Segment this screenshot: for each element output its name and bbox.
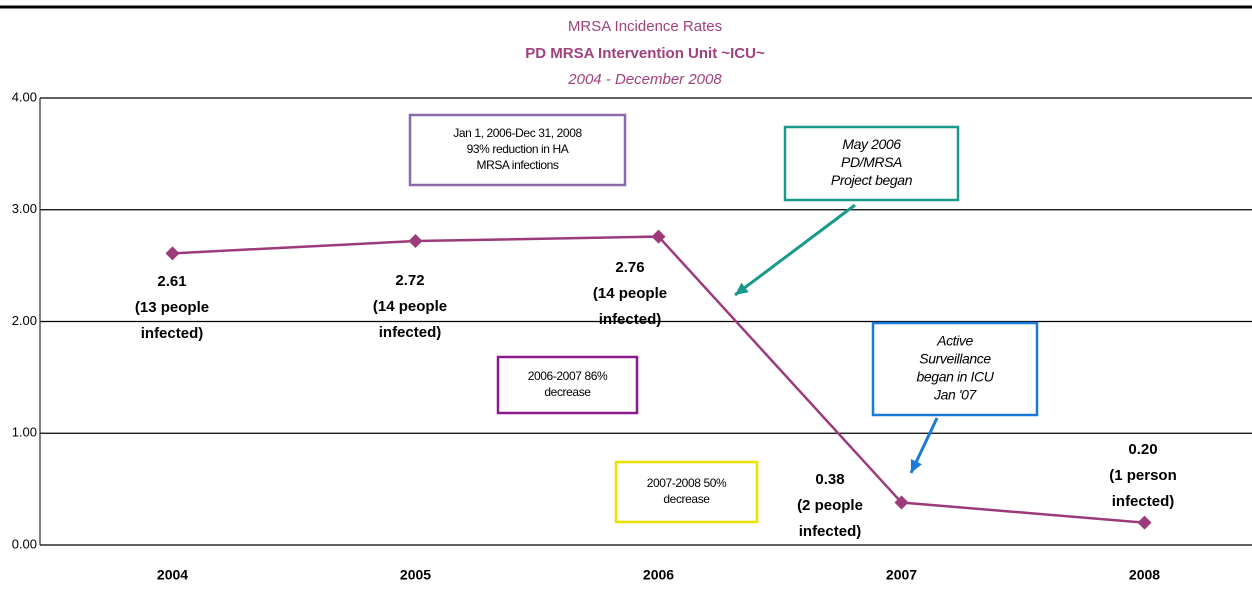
annotation-box (783, 125, 960, 202)
annotation-text: PD/MRSA (841, 154, 902, 170)
arrow-shaft (734, 203, 856, 297)
annotation-text: decrease (663, 492, 710, 506)
annotation-text: Surveillance (919, 351, 991, 367)
annotation-text: May 2006 (842, 136, 901, 152)
point-note: (2 people (797, 497, 863, 514)
annotation-text: Active (936, 333, 973, 349)
point-note: infected) (141, 325, 204, 342)
arrow-head (735, 282, 749, 295)
y-tick-label: 1.00 (12, 425, 37, 440)
y-tick-label: 0.00 (12, 536, 37, 551)
point-note: infected) (379, 324, 442, 341)
annotation-text: 93% reduction in HA (467, 142, 569, 156)
annotation-text: MRSA infections (476, 158, 558, 172)
arrow-head (910, 459, 922, 473)
x-tick-label: 2008 (1129, 567, 1160, 583)
data-point (894, 495, 909, 510)
point-note: (14 people (593, 285, 667, 302)
annotation-text: 2006-2007 86% (528, 369, 608, 383)
annotation-box (496, 355, 639, 415)
annotation-box (408, 113, 627, 187)
chart-subtitle: PD MRSA Intervention Unit ~ICU~ (525, 45, 765, 62)
chart-period: 2004 - December 2008 (567, 71, 722, 88)
annotation-text: Jan 1, 2006-Dec 31, 2008 (453, 126, 582, 140)
point-note: (1 person (1109, 467, 1177, 484)
annotation-text: began in ICU (917, 369, 995, 385)
x-tick-label: 2005 (400, 567, 431, 583)
annotation-text: Jan '07 (933, 387, 978, 403)
y-tick-label: 2.00 (12, 313, 37, 328)
annotation-text: 2007-2008 50% (647, 476, 727, 490)
point-note: infected) (799, 523, 862, 540)
data-label: 2.76 (615, 259, 644, 276)
data-label: 2.72 (395, 272, 424, 289)
point-note: (14 people (373, 298, 447, 315)
data-point (1137, 515, 1152, 530)
point-note: infected) (1112, 493, 1175, 510)
y-tick-label: 3.00 (12, 201, 37, 216)
data-point (651, 229, 666, 244)
x-tick-label: 2007 (886, 567, 917, 583)
data-point (408, 234, 423, 249)
data-label: 2.61 (157, 273, 186, 290)
annotation-box (614, 460, 759, 524)
data-label: 0.38 (815, 471, 844, 488)
annotation-text: decrease (544, 385, 591, 399)
y-tick-label: 4.00 (12, 89, 37, 104)
x-tick-label: 2004 (157, 567, 188, 583)
x-tick-label: 2006 (643, 567, 674, 583)
chart-title: MRSA Incidence Rates (568, 18, 722, 35)
annotation-text: Project began (831, 172, 913, 188)
point-note: infected) (599, 311, 662, 328)
data-point (165, 246, 180, 261)
data-label: 0.20 (1128, 441, 1157, 458)
point-note: (13 people (135, 299, 209, 316)
annotation-box (871, 321, 1039, 417)
